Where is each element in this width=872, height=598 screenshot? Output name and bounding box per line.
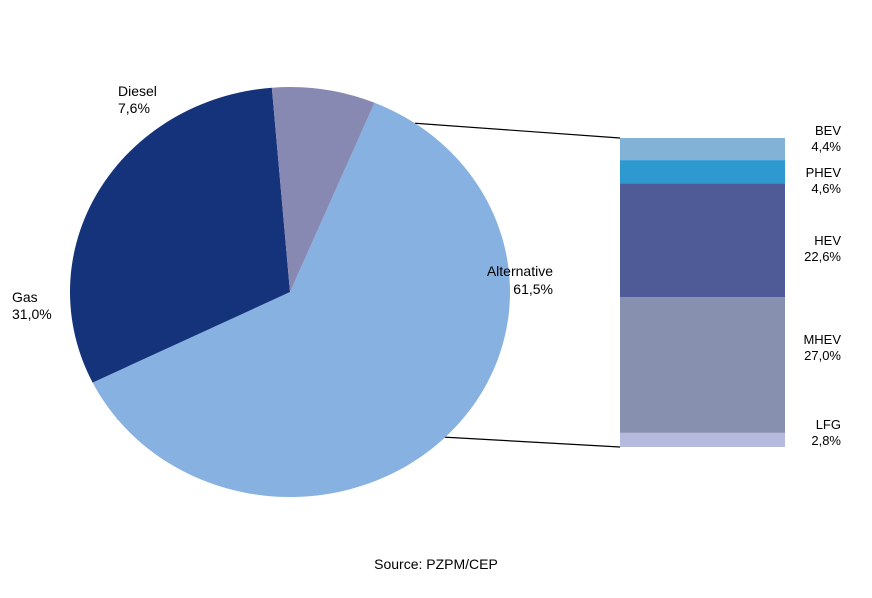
slice-label-gas-name: Gas <box>12 289 38 305</box>
segment-label-lfg-pct: 2,8% <box>811 433 841 448</box>
pie-slice-diesel <box>271 87 375 292</box>
slice-label-diesel-name: Diesel <box>118 83 157 99</box>
segment-label-lfg-name: LFG <box>816 417 841 432</box>
segment-label-mhev-name: MHEV <box>803 332 841 347</box>
bar-segment-hev <box>620 183 785 298</box>
slice-label-alternative-name: Alternative <box>487 263 553 279</box>
source-note: Source: PZPM/CEP <box>374 556 498 572</box>
pie-chart <box>69 87 510 497</box>
bar-segment-lfg <box>620 432 785 447</box>
pie-slice-gas <box>69 87 291 383</box>
segment-label-bev-pct: 4,4% <box>811 139 841 154</box>
segment-label-phev-name: PHEV <box>806 165 842 180</box>
segment-label-phev-pct: 4,6% <box>811 181 841 196</box>
slice-label-diesel-pct: 7,6% <box>118 100 150 116</box>
bar-segment-phev <box>620 160 785 184</box>
pie-slice-alternative <box>92 102 510 497</box>
slice-label-gas-pct: 31,0% <box>12 306 52 322</box>
segment-label-hev-name: HEV <box>814 233 841 248</box>
segment-label-hev-pct: 22,6% <box>804 249 841 264</box>
slice-label-alternative-pct: 61,5% <box>513 281 553 297</box>
segment-label-bev-name: BEV <box>815 123 841 138</box>
bar-segment-mhev <box>620 297 785 433</box>
connector-line-top <box>414 122 621 139</box>
segment-label-mhev-pct: 27,0% <box>804 348 841 363</box>
breakdown-bar <box>620 138 785 447</box>
bar-segment-bev <box>620 138 785 161</box>
